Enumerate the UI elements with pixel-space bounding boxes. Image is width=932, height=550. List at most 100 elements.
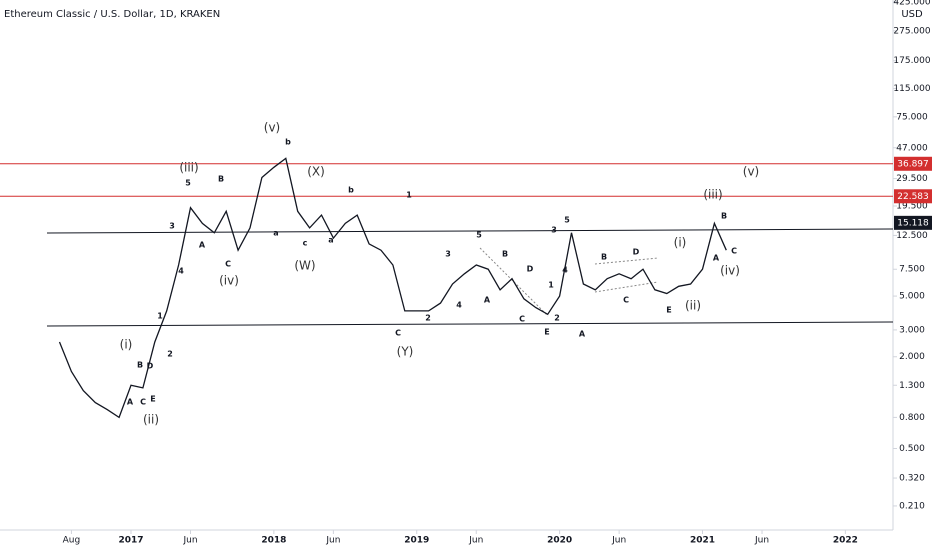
wave-label: B (137, 361, 143, 370)
wave-label: c (303, 239, 308, 248)
wave-label: b (285, 138, 291, 147)
y-tick-label: 0.210 (899, 501, 925, 511)
wave-label: 3 (551, 226, 557, 235)
y-tick-label: 275.000 (893, 26, 930, 36)
price-tag (894, 215, 932, 230)
x-tick-label: Jun (754, 536, 769, 546)
wave-label: 4 (178, 267, 184, 276)
y-tick-label: 0.800 (899, 413, 925, 423)
x-tick-label: 2022 (833, 536, 858, 546)
price-axis-bg (893, 0, 932, 550)
wave-label: C (731, 247, 737, 256)
x-tick-label: 2018 (261, 536, 286, 546)
price-tag-label: 36.897 (897, 159, 929, 169)
x-tick-label: Jun (468, 536, 483, 546)
y-tick-label: 175.000 (893, 56, 930, 66)
wave-label: (W) (294, 259, 315, 273)
wave-label: B (502, 250, 508, 259)
x-tick-label: 2021 (690, 536, 715, 546)
wave-label: D (147, 362, 154, 371)
wave-label: E (666, 306, 671, 315)
x-tick-label: Jun (182, 536, 197, 546)
y-tick-label: 115.000 (893, 84, 930, 94)
y-tick-label: 75.000 (896, 112, 928, 122)
y-tick-label: 2.000 (899, 352, 925, 362)
y-tick-label: 425.000 (893, 0, 930, 7)
wave-label: 2 (167, 350, 173, 359)
wave-label: 1 (548, 281, 554, 290)
wave-label: C (519, 315, 525, 324)
wave-label: a (328, 236, 333, 245)
y-tick-label: 3.000 (899, 325, 925, 335)
price-tag (894, 189, 932, 204)
wave-label: (iv) (720, 264, 740, 278)
y-tick-label: 1.300 (899, 381, 925, 391)
wave-label: (iv) (219, 274, 239, 288)
wave-label: 5 (185, 179, 191, 188)
wave-label: (X) (307, 165, 325, 179)
price-line (58, 157, 727, 419)
wave-label: B (218, 175, 224, 184)
currency-label: USD (901, 9, 923, 20)
wave-label: D (633, 248, 640, 257)
wave-label: E (544, 328, 549, 337)
wave-label: (ii) (685, 299, 701, 313)
wave-label: 5 (476, 231, 482, 240)
wave-label: (v) (264, 121, 280, 135)
wave-label: b (348, 186, 354, 195)
price-tag-label: 22.583 (897, 192, 929, 202)
wave-label: 2 (425, 314, 431, 323)
wave-label: (iii) (703, 188, 722, 202)
y-tick-label: 0.320 (899, 474, 925, 484)
wave-label: B (721, 212, 727, 221)
wave-label: D (527, 265, 534, 274)
y-tick-label: 19.500 (896, 201, 928, 211)
y-tick-label: 0.500 (899, 444, 925, 454)
y-tick-label: 29.500 (896, 174, 928, 184)
wave-label: C (140, 398, 146, 407)
y-tick-label: 5.000 (899, 292, 925, 302)
y-tick-label: 12.500 (896, 231, 928, 241)
wave-label: (i) (120, 338, 133, 352)
wave-label: A (713, 254, 720, 263)
channel-line (594, 257, 659, 265)
wave-label: C (623, 296, 629, 305)
chart-title: Ethereum Classic / U.S. Dollar, 1D, KRAK… (4, 9, 220, 20)
y-tick-label: 7.500 (899, 265, 925, 275)
x-tick-label: 2017 (118, 536, 143, 546)
wave-label: 1 (406, 191, 412, 200)
wave-label: (i) (674, 236, 687, 250)
wave-label: (ii) (143, 413, 159, 427)
x-tick-label: Jun (325, 536, 340, 546)
wave-label: 4 (456, 301, 462, 310)
wave-label: A (199, 241, 206, 250)
x-tick-label: Jun (611, 536, 626, 546)
wave-label: (iii) (179, 161, 198, 175)
wave-label: E (150, 395, 155, 404)
trend-line (46, 321, 894, 327)
x-tick-label: Aug (63, 536, 81, 546)
wave-label: 4 (562, 266, 568, 275)
y-tick-label: 47.000 (896, 143, 928, 153)
x-tick-label: 2020 (547, 536, 572, 546)
wave-label: C (225, 260, 231, 269)
wave-label: 2 (554, 314, 560, 323)
wave-label: C (395, 329, 401, 338)
wave-label: A (127, 398, 134, 407)
price-tag-label: 15.118 (897, 218, 929, 228)
wave-label: B (601, 253, 607, 262)
channel-line (594, 281, 659, 293)
wave-label: (Y) (397, 345, 414, 359)
wave-label: 3 (445, 250, 451, 259)
wave-label: (v) (743, 165, 759, 179)
trend-line (46, 228, 894, 234)
x-tick-label: 2019 (404, 536, 429, 546)
wave-label: A (484, 296, 491, 305)
wave-label: 5 (564, 216, 570, 225)
wave-label: a (273, 229, 278, 238)
wave-label: 1 (157, 312, 163, 321)
wave-label: A (579, 330, 586, 339)
price-tag (894, 156, 932, 171)
wave-label: 3 (169, 222, 175, 231)
